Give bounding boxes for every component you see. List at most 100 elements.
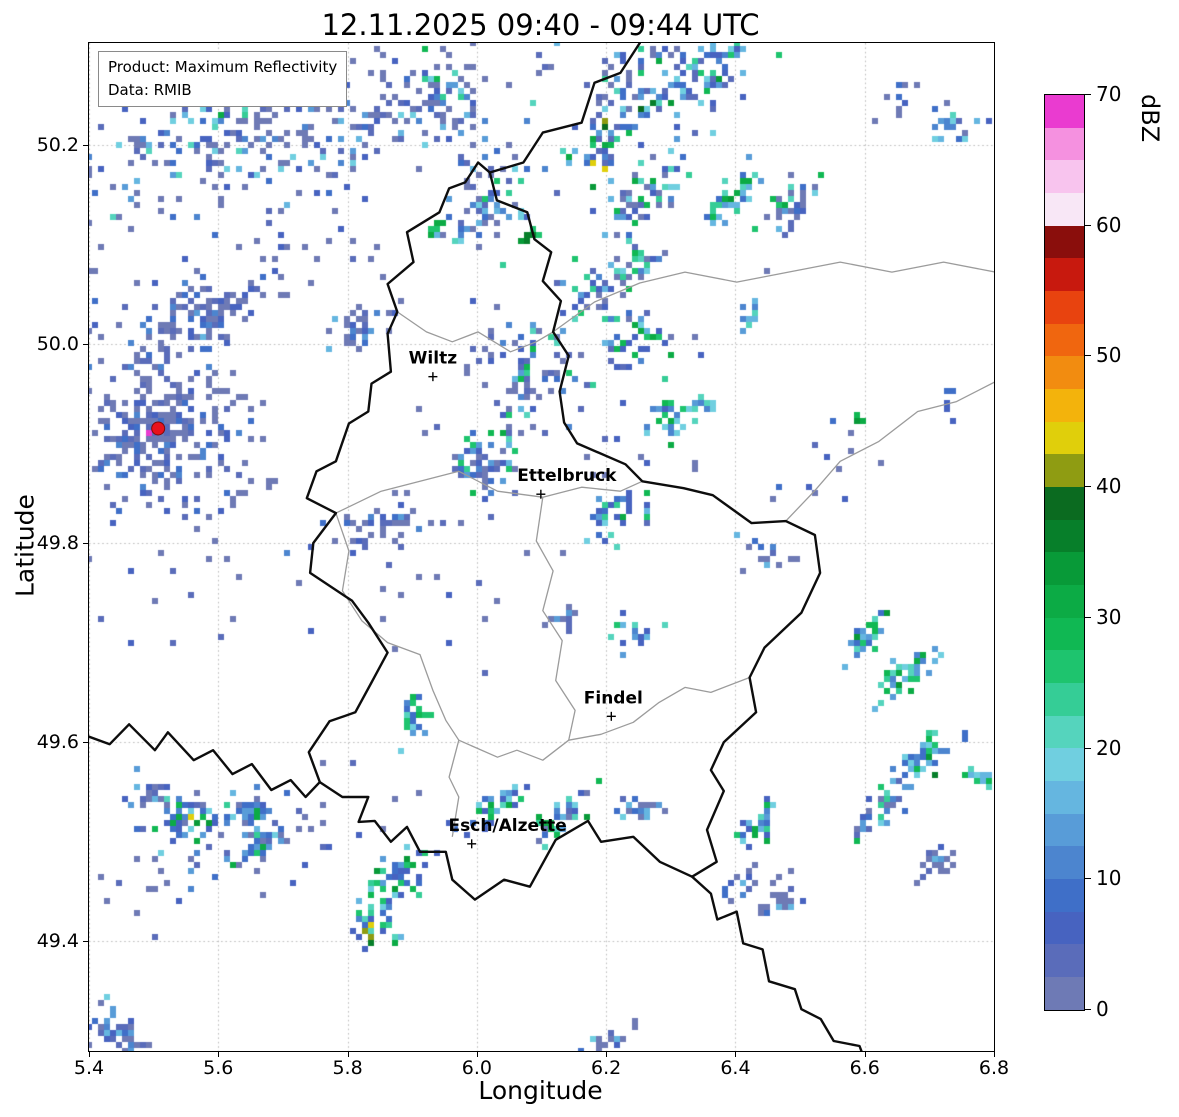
product-info-box: Product: Maximum Reflectivity Data: RMIB bbox=[98, 51, 348, 107]
colorbar-tick-mark bbox=[1085, 616, 1091, 618]
plot-title: 12.11.2025 09:40 - 09:44 UTC bbox=[321, 8, 760, 42]
colorbar-tick-mark bbox=[1085, 747, 1091, 749]
colorbar-tick-mark bbox=[1085, 224, 1091, 226]
colorbar-band bbox=[1045, 617, 1084, 651]
country-border-belgium-france bbox=[89, 723, 321, 799]
colorbar-band bbox=[1045, 225, 1084, 259]
y-tick-label: 50.0 bbox=[36, 332, 79, 355]
district-border bbox=[458, 497, 576, 761]
x-tick-label: 6.6 bbox=[849, 1057, 880, 1079]
colorbar-band bbox=[1045, 127, 1084, 161]
data-source-line: Data: RMIB bbox=[108, 80, 192, 99]
y-tick-label: 49.6 bbox=[36, 731, 79, 754]
district-border bbox=[552, 261, 994, 333]
colorbar-band bbox=[1045, 715, 1084, 749]
colorbar-tick-label: 60 bbox=[1096, 212, 1122, 237]
x-tick-label: 6.4 bbox=[720, 1057, 751, 1079]
colorbar-band bbox=[1045, 683, 1084, 716]
colorbar-band bbox=[1045, 813, 1084, 847]
city-marker-esch-alzette: Esch/Alzette bbox=[449, 816, 567, 849]
colorbar-band bbox=[1045, 519, 1084, 553]
radar-echo-canvas bbox=[89, 43, 994, 1051]
y-tick-mark bbox=[83, 343, 88, 345]
colorbar-band bbox=[1045, 421, 1084, 455]
colorbar-tick-label: 50 bbox=[1096, 343, 1122, 368]
colorbar-band bbox=[1045, 911, 1084, 945]
city-label: Ettelbruck bbox=[517, 466, 617, 486]
country-border-luxembourg bbox=[305, 161, 822, 901]
y-tick-mark bbox=[83, 941, 88, 943]
x-tick-mark bbox=[347, 1052, 349, 1057]
district-border bbox=[335, 512, 460, 837]
colorbar-band bbox=[1045, 846, 1084, 880]
colorbar-band bbox=[1045, 487, 1084, 520]
y-tick-mark bbox=[83, 144, 88, 146]
x-tick-label: 6.8 bbox=[978, 1057, 1010, 1079]
country-border-belgium-germany bbox=[488, 43, 642, 174]
colorbar-band bbox=[1045, 160, 1084, 194]
colorbar-band bbox=[1045, 781, 1084, 814]
radar-site-dot bbox=[151, 421, 166, 436]
x-tick-label: 5.8 bbox=[332, 1057, 363, 1079]
city-label: Wiltz bbox=[409, 349, 458, 369]
city-marker-findel: Findel bbox=[584, 688, 643, 721]
country-border-france-germany bbox=[690, 875, 863, 1051]
colorbar-band bbox=[1045, 552, 1084, 586]
district-border bbox=[396, 311, 554, 353]
colorbar-band bbox=[1045, 291, 1084, 324]
district-border bbox=[335, 470, 643, 514]
x-tick-mark bbox=[89, 1052, 90, 1057]
colorbar-tick-mark bbox=[1085, 94, 1091, 95]
colorbar-band bbox=[1045, 650, 1084, 684]
x-tick-label: 5.4 bbox=[73, 1057, 105, 1079]
colorbar-band bbox=[1045, 258, 1084, 292]
y-tick-mark bbox=[83, 742, 88, 744]
city-marker-ettelbruck: Ettelbruck bbox=[517, 466, 617, 499]
x-tick-mark bbox=[218, 1052, 220, 1057]
y-tick-label: 49.8 bbox=[36, 532, 79, 555]
colorbar-band bbox=[1045, 356, 1084, 390]
y-tick-label: 50.2 bbox=[36, 133, 79, 156]
y-tick-label: 49.4 bbox=[36, 930, 79, 953]
colorbar-tick-mark bbox=[1085, 355, 1091, 357]
colorbar bbox=[1044, 94, 1085, 1011]
colorbar-tick-label: 40 bbox=[1096, 474, 1122, 499]
map-overlay: Wiltz Ettelbruck Findel Esch/Alzette bbox=[89, 43, 994, 1051]
colorbar-tick-label: 30 bbox=[1096, 604, 1122, 629]
colorbar-tick-label: 20 bbox=[1096, 735, 1122, 760]
x-tick-label: 6.0 bbox=[461, 1057, 492, 1079]
colorbar-tick-label: 0 bbox=[1096, 997, 1109, 1021]
colorbar-tick-mark bbox=[1085, 1009, 1091, 1010]
x-tick-label: 5.6 bbox=[203, 1057, 234, 1079]
colorbar-band bbox=[1045, 454, 1084, 488]
x-tick-mark bbox=[864, 1052, 866, 1057]
x-tick-mark bbox=[735, 1052, 737, 1057]
x-tick-mark bbox=[476, 1052, 478, 1057]
colorbar-band bbox=[1045, 389, 1084, 422]
colorbar-band bbox=[1045, 585, 1084, 618]
colorbar-tick-mark bbox=[1085, 486, 1091, 488]
colorbar-label: dBZ bbox=[1136, 94, 1164, 143]
colorbar-tick-label: 10 bbox=[1096, 866, 1122, 891]
district-border bbox=[785, 381, 994, 522]
colorbar-band bbox=[1045, 977, 1084, 1010]
district-border bbox=[568, 676, 750, 741]
colorbar-band bbox=[1045, 879, 1084, 912]
colorbar-band bbox=[1045, 944, 1084, 978]
city-label: Findel bbox=[584, 688, 643, 708]
x-tick-label: 6.2 bbox=[591, 1057, 622, 1079]
city-marker-wiltz: Wiltz bbox=[409, 349, 458, 382]
colorbar-band bbox=[1045, 748, 1084, 782]
map-plot-area: Wiltz Ettelbruck Findel Esch/Alzette Produc… bbox=[88, 42, 995, 1052]
product-line: Product: Maximum Reflectivity bbox=[108, 58, 338, 76]
colorbar-band bbox=[1045, 323, 1084, 357]
x-axis-label: Longitude bbox=[478, 1076, 603, 1105]
colorbar-band bbox=[1045, 95, 1084, 128]
x-tick-mark bbox=[606, 1052, 608, 1057]
y-tick-mark bbox=[83, 543, 88, 545]
colorbar-tick-label: 70 bbox=[1096, 82, 1122, 106]
x-tick-mark bbox=[994, 1052, 995, 1057]
city-label: Esch/Alzette bbox=[449, 816, 567, 836]
colorbar-tick-mark bbox=[1085, 878, 1091, 880]
